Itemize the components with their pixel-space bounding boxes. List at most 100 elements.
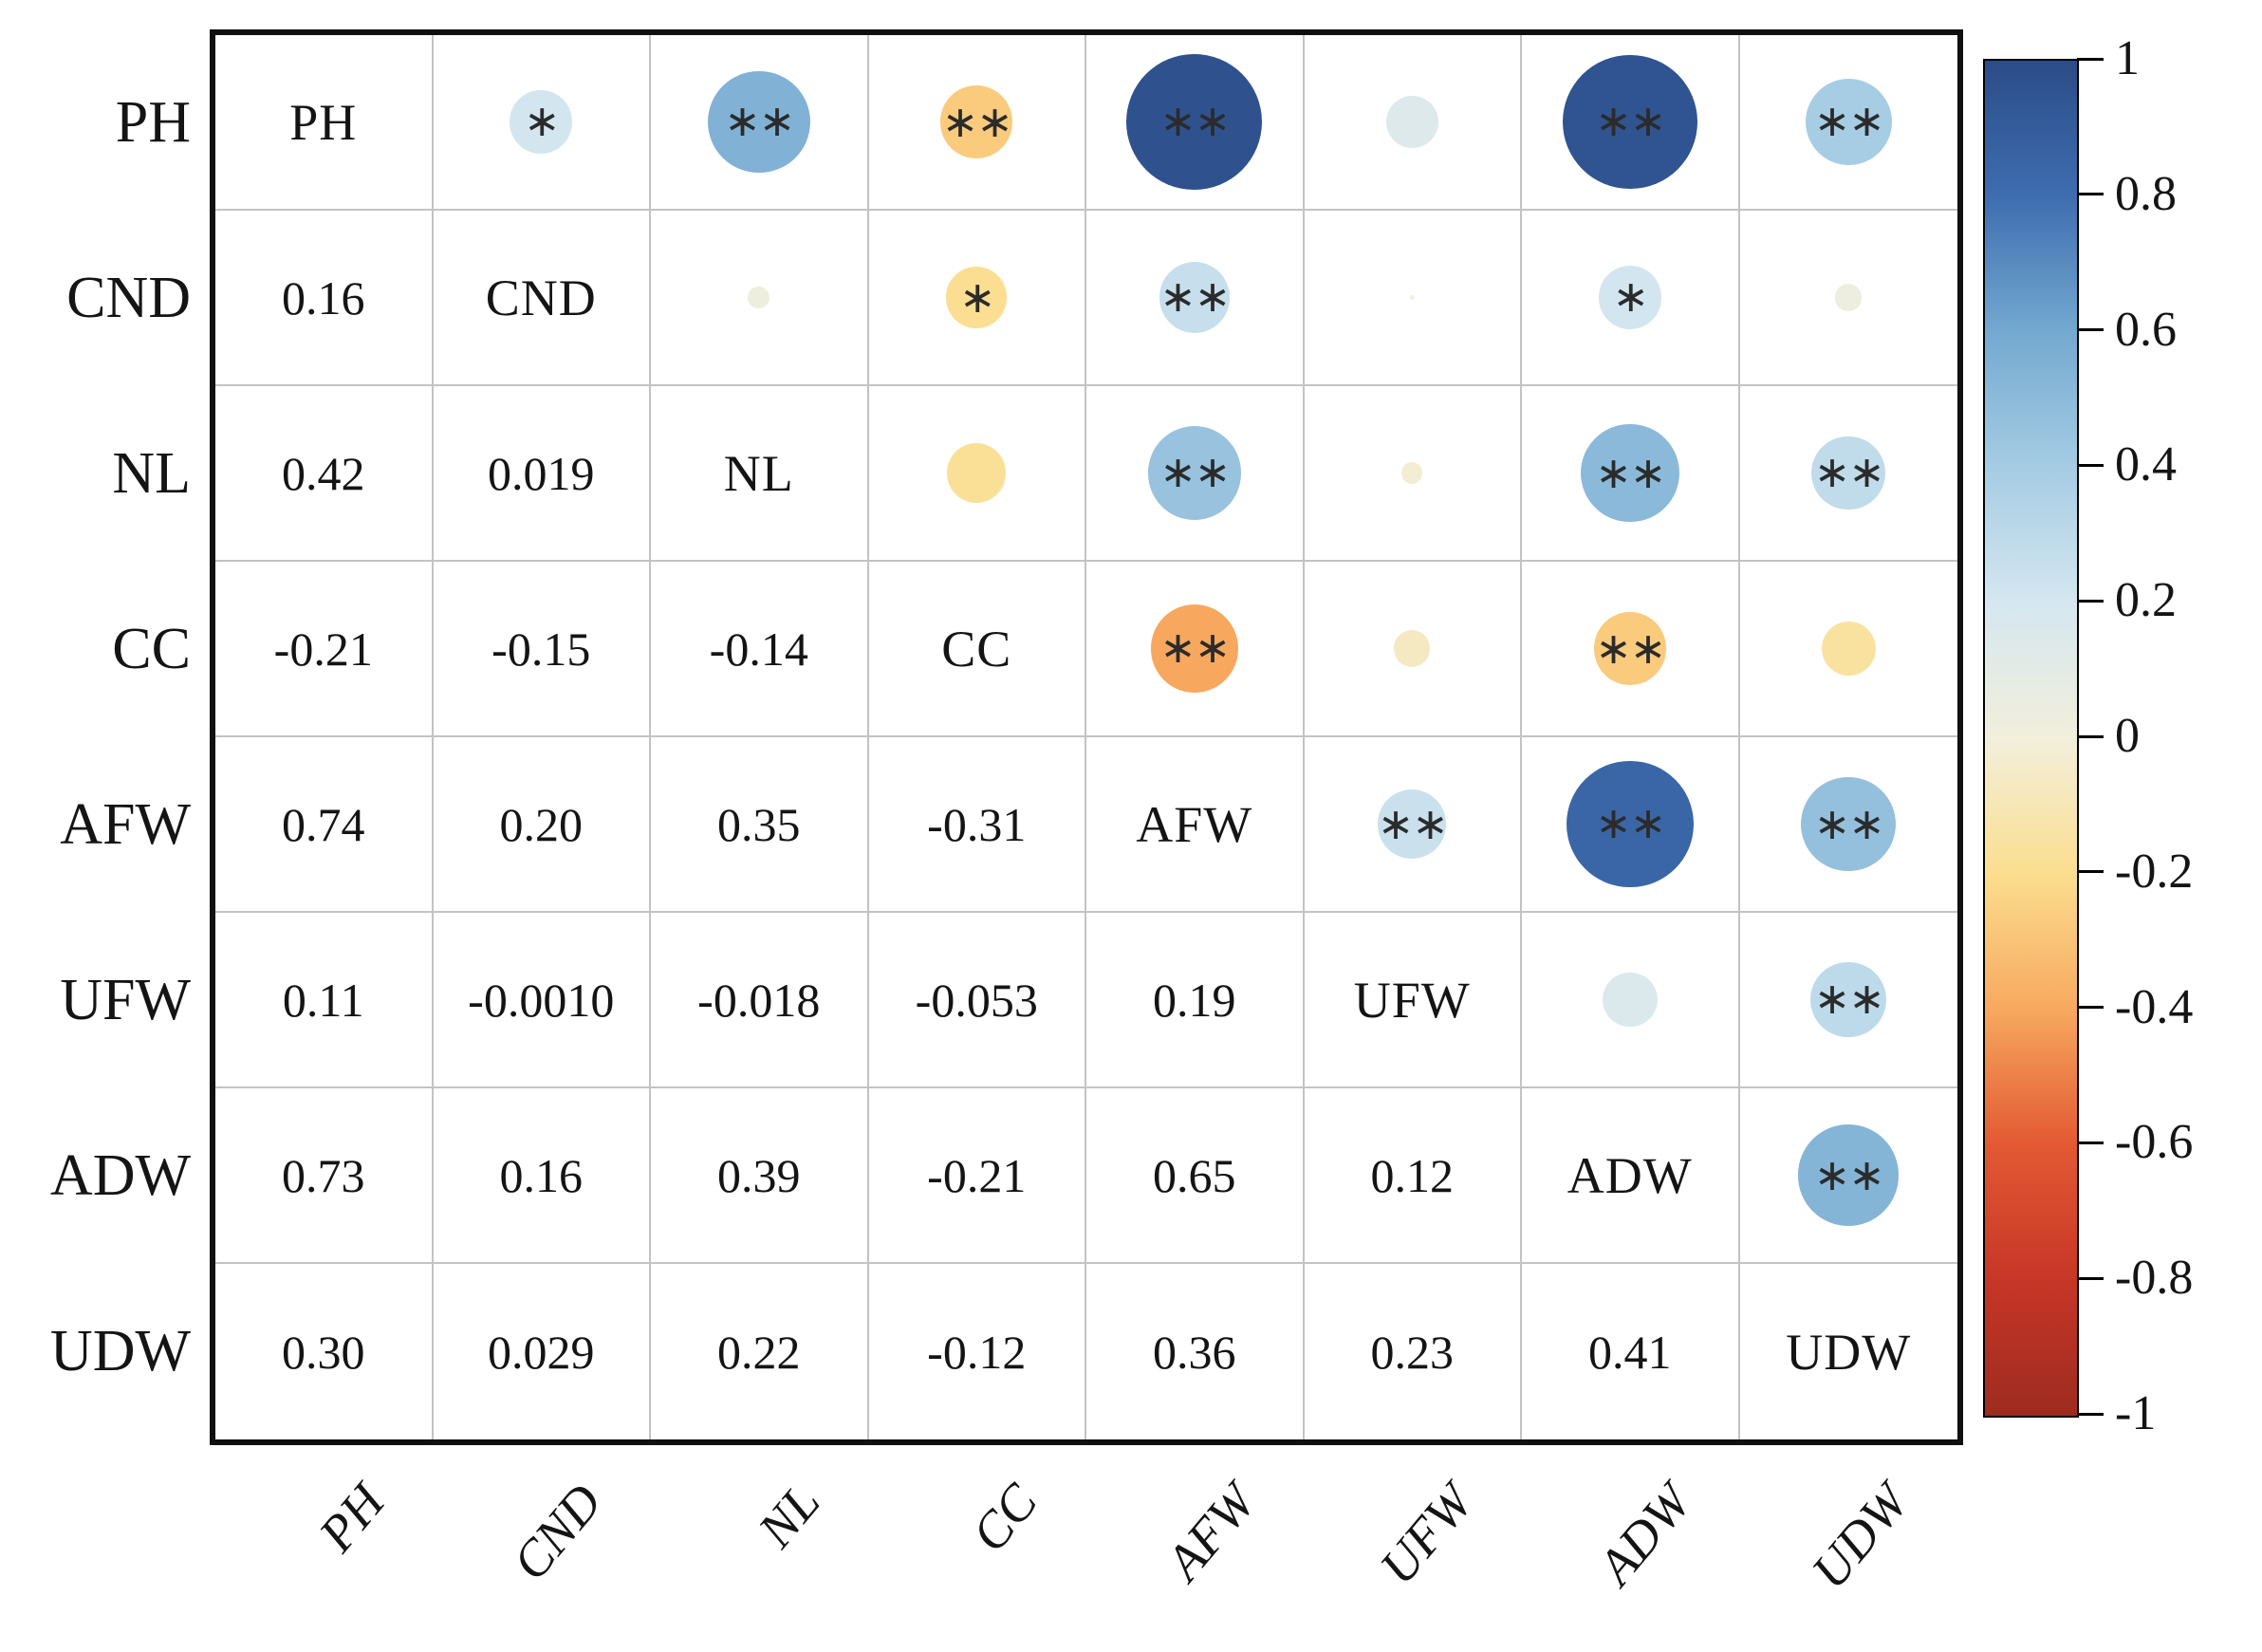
significance-stars: ∗ <box>958 272 996 322</box>
correlation-value: 0.12 <box>1370 1148 1455 1202</box>
correlation-value-cell: -0.12 <box>869 1264 1086 1439</box>
correlation-value: 0.73 <box>282 1148 365 1202</box>
correlation-circle-cell: ∗∗ <box>1739 35 1957 211</box>
correlation-circle <box>1394 630 1431 667</box>
correlation-value-cell: 0.16 <box>215 211 434 386</box>
diagonal-label-cell: ADW <box>1522 1088 1740 1264</box>
correlation-value-cell: 0.12 <box>1304 1088 1522 1264</box>
correlation-circle-cell: ∗∗ <box>1086 562 1305 737</box>
correlation-value: 0.39 <box>717 1148 801 1202</box>
correlation-circle: ∗∗ <box>1811 436 1886 510</box>
correlation-circle: ∗∗ <box>1159 262 1231 333</box>
colorbar-tick <box>2077 1006 2104 1010</box>
diagonal-label-cell: PH <box>215 35 434 211</box>
correlation-circle: ∗∗ <box>1805 79 1892 165</box>
significance-stars: ∗∗ <box>1159 623 1231 673</box>
correlation-value: 0.16 <box>499 1148 584 1202</box>
correlation-circle: ∗∗ <box>1580 423 1679 523</box>
colorbar-tick-label: 1 <box>2115 31 2140 85</box>
correlation-value: 0.20 <box>499 797 584 851</box>
significance-stars: ∗∗ <box>1813 1150 1885 1199</box>
correlation-value: 0.23 <box>1370 1325 1455 1379</box>
correlation-value-cell: 0.39 <box>651 1088 869 1264</box>
correlation-circle-cell: ∗∗ <box>651 35 869 211</box>
correlation-matrix-grid: PH ∗ ∗∗ ∗∗ ∗∗ ∗∗ ∗∗ 0.16 CND ∗ ∗∗ ∗ 0.42 0.019 NL ∗∗ ∗∗ ∗… <box>210 29 1963 1445</box>
significance-stars: ∗∗ <box>1813 799 1885 848</box>
correlation-value: 0.22 <box>717 1325 801 1379</box>
correlation-value: -0.053 <box>915 973 1038 1027</box>
variable-label: CC <box>941 620 1012 678</box>
significance-stars: ∗ <box>1612 272 1649 322</box>
correlation-value-cell: -0.0010 <box>433 913 651 1088</box>
row-label: CC <box>112 617 191 681</box>
correlation-value: 0.30 <box>282 1325 365 1379</box>
correlation-value: 0.65 <box>1153 1148 1236 1202</box>
correlation-value-cell: 0.11 <box>215 913 434 1088</box>
correlation-value-cell: -0.21 <box>215 562 434 737</box>
correlation-circle: ∗∗ <box>940 85 1013 158</box>
significance-stars: ∗∗ <box>1813 97 1885 146</box>
colorbar-tick-label: 0.8 <box>2115 166 2177 221</box>
correlation-circle-cell: ∗∗ <box>1739 737 1957 913</box>
correlation-circle: ∗∗ <box>1801 776 1897 872</box>
colorbar-tick <box>2077 599 2104 603</box>
diagonal-label-cell: AFW <box>1086 737 1305 913</box>
correlation-circle: ∗ <box>510 90 573 154</box>
colorbar-tick <box>2077 193 2104 196</box>
correlation-value: 0.11 <box>282 973 364 1027</box>
correlation-circle <box>947 443 1007 503</box>
row-label: UDW <box>49 1319 191 1383</box>
correlation-value-cell: 0.029 <box>434 1264 651 1439</box>
colorbar-tick <box>2077 1412 2104 1416</box>
colorbar-tick <box>2077 870 2104 874</box>
row-label: PH <box>115 90 191 155</box>
correlation-circle-cell <box>1522 913 1740 1088</box>
variable-label: CND <box>485 269 597 326</box>
colorbar-tick-label: -0.6 <box>2115 1115 2194 1170</box>
variable-label: ADW <box>1567 1146 1693 1204</box>
significance-stars: ∗ <box>523 97 561 146</box>
correlation-circle-cell <box>1304 386 1522 562</box>
correlation-value-cell: 0.41 <box>1522 1264 1740 1439</box>
correlation-value: 0.74 <box>282 797 365 851</box>
correlation-value: 0.019 <box>488 446 595 500</box>
correlation-value-cell: 0.30 <box>215 1264 434 1439</box>
correlation-value-cell: 0.019 <box>433 386 651 562</box>
colorbar-tick <box>2077 328 2104 332</box>
correlation-circle: ∗∗ <box>1150 604 1238 693</box>
variable-label: PH <box>289 93 358 151</box>
correlation-circle-cell <box>1304 211 1522 386</box>
correlation-value-cell: -0.21 <box>868 1088 1086 1264</box>
significance-stars: ∗∗ <box>1595 799 1666 848</box>
correlation-value: 0.35 <box>717 797 801 851</box>
correlation-circle <box>1409 294 1415 301</box>
correlation-value-cell: 0.22 <box>651 1264 869 1439</box>
variable-label: AFW <box>1136 795 1253 853</box>
correlation-value-cell: -0.053 <box>868 913 1086 1088</box>
colorbar-tick <box>2077 1276 2104 1280</box>
diagonal-label-cell: UFW <box>1304 913 1522 1088</box>
colorbar-tick-label: 0.4 <box>2115 437 2177 492</box>
diagonal-label-cell: CC <box>868 562 1086 737</box>
correlation-value-cell: -0.31 <box>868 737 1086 913</box>
colorbar-tick-label: 0.6 <box>2115 302 2177 357</box>
correlation-circle-cell: ∗∗ <box>1739 913 1957 1088</box>
correlation-circle-cell <box>868 386 1086 562</box>
correlation-value-cell: 0.42 <box>215 386 434 562</box>
significance-stars: ∗∗ <box>1595 97 1666 146</box>
correlation-circle-cell <box>1304 562 1522 737</box>
correlation-circle-cell: ∗∗ <box>1522 386 1740 562</box>
correlation-circle: ∗ <box>946 267 1008 328</box>
correlation-value-cell: -0.14 <box>651 562 869 737</box>
correlation-value-cell: 0.73 <box>215 1088 434 1264</box>
correlation-circle-cell: ∗∗ <box>1522 562 1740 737</box>
correlation-circle-cell: ∗∗ <box>1739 1088 1957 1264</box>
correlation-value: 0.029 <box>488 1325 595 1379</box>
row-label: AFW <box>60 792 191 857</box>
significance-stars: ∗∗ <box>941 97 1013 146</box>
significance-stars: ∗∗ <box>1813 448 1885 497</box>
correlation-value-cell: 0.20 <box>433 737 651 913</box>
diagonal-label-cell: CND <box>433 211 651 386</box>
significance-stars: ∗∗ <box>1159 448 1231 497</box>
